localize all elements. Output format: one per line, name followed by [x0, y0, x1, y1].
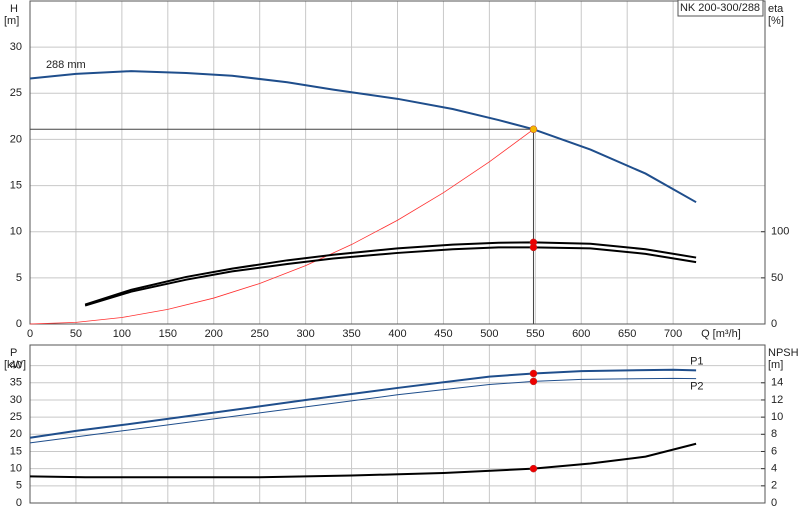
y2-tick-label: 50: [771, 272, 783, 284]
series-label: 288 mm: [46, 59, 86, 71]
x-tick-label: 100: [113, 328, 131, 340]
y2-tick-label: 0: [771, 497, 777, 509]
curve: [29, 70, 697, 204]
duty-point: [529, 243, 538, 252]
y2-axis-label: eta: [768, 3, 784, 15]
y2-tick-label: 10: [771, 411, 783, 423]
y2-axis-unit: [%]: [768, 15, 784, 27]
y-tick-label: 15: [10, 445, 22, 457]
duty-point: [529, 377, 538, 386]
plot-frame: [29, 0, 766, 325]
x-tick-label: 450: [434, 328, 452, 340]
y2-tick-label: 8: [771, 428, 777, 440]
y2-tick-label: 0: [771, 318, 777, 330]
y-tick-label: 5: [16, 272, 22, 284]
y-tick-label: 25: [10, 87, 22, 99]
y-tick-label: 35: [10, 377, 22, 389]
y2-axis-label: NPSH: [768, 347, 799, 359]
y-axis-label: P: [10, 347, 17, 359]
x-tick-label: 400: [388, 328, 406, 340]
x-axis-label: Q [m³/h]: [701, 328, 741, 340]
plot-frame: [29, 344, 766, 504]
y2-tick-label: 4: [771, 463, 777, 475]
x-tick-label: 350: [342, 328, 360, 340]
y-axis-unit: [kW]: [4, 359, 26, 371]
x-tick-label: 700: [664, 328, 682, 340]
duty-point: [529, 125, 538, 134]
y-axis-unit: [m]: [4, 15, 19, 27]
y2-tick-label: 12: [771, 394, 783, 406]
y2-tick-label: 6: [771, 445, 777, 457]
x-tick-label: 250: [251, 328, 269, 340]
y-tick-label: 20: [10, 133, 22, 145]
y2-axis-unit: [m]: [768, 359, 783, 371]
y-tick-label: 0: [16, 497, 22, 509]
duty-point: [529, 369, 538, 378]
x-tick-label: 0: [27, 328, 33, 340]
x-tick-label: 50: [70, 328, 82, 340]
x-tick-label: 600: [572, 328, 590, 340]
x-tick-label: 550: [526, 328, 544, 340]
x-tick-label: 150: [159, 328, 177, 340]
y-tick-label: 15: [10, 179, 22, 191]
duty-point: [529, 464, 538, 473]
y-tick-label: 5: [16, 480, 22, 492]
curve: [84, 241, 697, 306]
id-box: [677, 0, 764, 17]
y-tick-label: 30: [10, 394, 22, 406]
y-axis-label: H: [10, 3, 18, 15]
y-tick-label: 25: [10, 411, 22, 423]
x-tick-label: 300: [296, 328, 314, 340]
y-tick-label: 10: [10, 463, 22, 475]
y-tick-label: 30: [10, 41, 22, 53]
curve: [29, 128, 534, 325]
curve: [29, 368, 697, 439]
y2-tick-label: 100: [771, 226, 789, 238]
curve: [29, 377, 697, 444]
y-tick-label: 10: [10, 226, 22, 238]
series-label: P2: [690, 381, 703, 393]
y-tick-label: 0: [16, 318, 22, 330]
curve: [29, 442, 697, 479]
y-tick-label: 40: [10, 360, 22, 372]
x-tick-label: 500: [480, 328, 498, 340]
series-label: P1: [690, 355, 703, 367]
curve: [84, 246, 697, 307]
y2-tick-label: 14: [771, 377, 783, 389]
id-label: NK 200-300/288: [680, 2, 760, 14]
y-tick-label: 20: [10, 428, 22, 440]
x-tick-label: 650: [618, 328, 636, 340]
y2-tick-label: 2: [771, 480, 777, 492]
x-tick-label: 200: [205, 328, 223, 340]
